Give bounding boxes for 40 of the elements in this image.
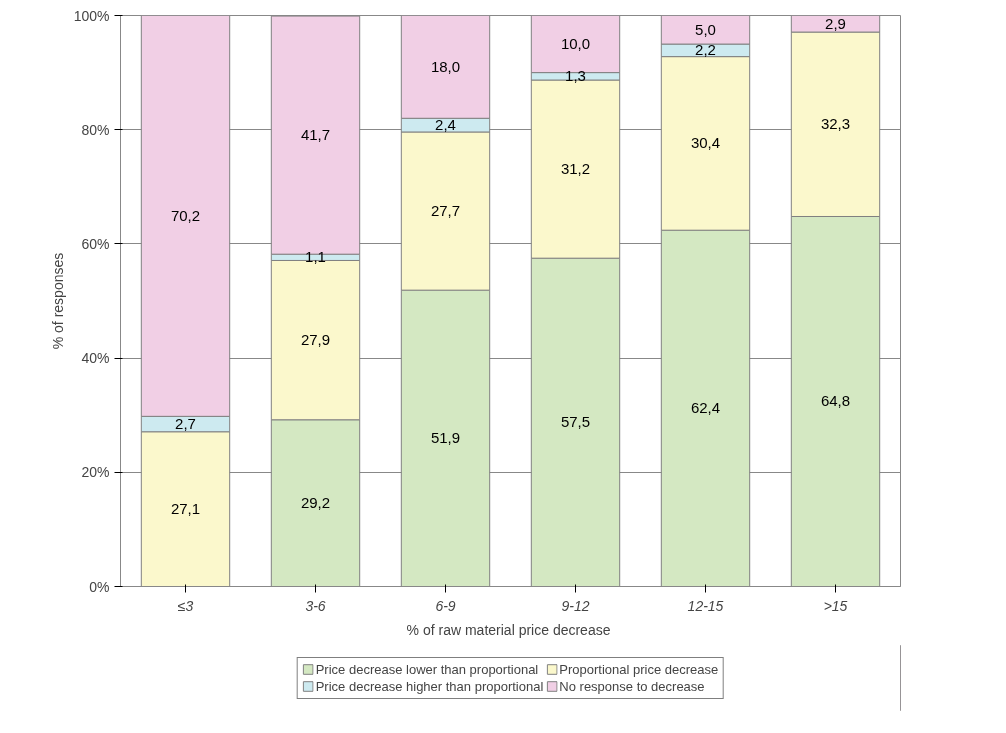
text: 2,4: [435, 116, 456, 134]
legend-label: Proportional price decrease: [559, 661, 719, 677]
text: 27,7: [430, 202, 461, 220]
y-tick-label: 20%: [81, 464, 110, 481]
text: 18,0: [430, 57, 461, 75]
text: 2,7: [175, 415, 196, 433]
text: 2,2: [695, 41, 716, 59]
text: 32,3: [820, 115, 851, 133]
y-tick-label: 0%: [89, 578, 110, 595]
x-tick-label: 12-15: [687, 597, 724, 614]
x-tick-label: 9-12: [561, 597, 590, 614]
text: 1,3: [565, 67, 586, 85]
text: 64,8: [820, 392, 851, 410]
text: 10,0: [560, 35, 591, 53]
text: 27,1: [170, 500, 201, 518]
text: 27,9: [300, 331, 331, 349]
text: 57,5: [560, 413, 591, 431]
text: 62,4: [690, 399, 721, 417]
text: 31,2: [560, 160, 591, 178]
text: 5,0: [695, 20, 716, 38]
legend-label: Price decrease lower than proportional: [315, 661, 539, 677]
x-tick-label: 3-6: [305, 597, 326, 614]
text: 1,1: [305, 248, 326, 266]
text: 70,2: [170, 206, 201, 224]
text: 2,9: [825, 14, 846, 32]
x-tick-label: >15: [823, 597, 848, 614]
text: 51,9: [430, 429, 461, 447]
text: 29,2: [300, 494, 331, 512]
y-tick-label: 80%: [81, 121, 110, 138]
text: 41,7: [300, 126, 331, 144]
legend-label: Price decrease higher than proportional: [315, 678, 544, 694]
y-tick-label: 60%: [81, 235, 110, 252]
text: 30,4: [690, 134, 721, 152]
y-axis-title: % of responses: [49, 252, 66, 350]
x-tick-label: 6-9: [435, 597, 456, 614]
legend-label: No response to decrease: [559, 678, 705, 694]
y-tick-label: 40%: [81, 350, 110, 367]
y-tick-label: 100%: [73, 7, 110, 24]
x-axis-title: % of raw material price decrease: [406, 621, 611, 638]
x-tick-label: ≤3: [177, 597, 194, 614]
